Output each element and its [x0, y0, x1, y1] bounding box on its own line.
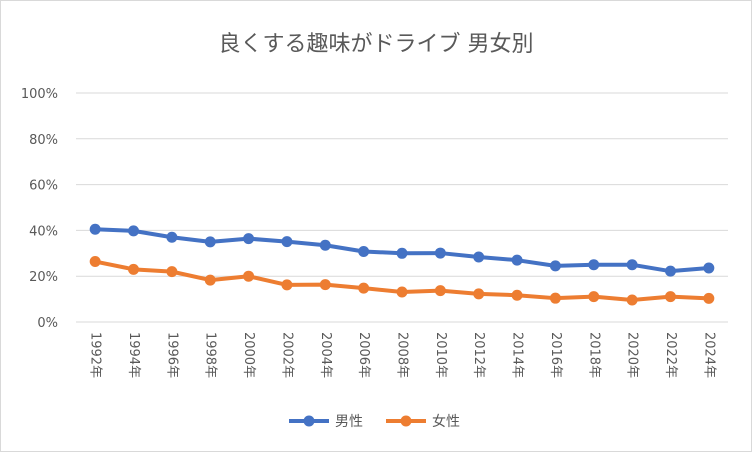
- x-tick-label: 1996年: [164, 332, 179, 378]
- data-point: [281, 236, 293, 248]
- y-tick-label: 100%: [21, 87, 58, 102]
- legend: 男性 女性: [289, 413, 460, 430]
- x-tick-label: 2024年: [701, 332, 716, 378]
- data-point: [703, 262, 715, 274]
- x-tick-label: 2006年: [356, 332, 371, 378]
- data-point: [511, 289, 523, 301]
- data-point: [664, 265, 676, 277]
- x-tick-label: 1992年: [88, 332, 103, 378]
- x-tick-label: 2000年: [241, 332, 256, 378]
- y-tick-label: 40%: [29, 224, 58, 239]
- data-point: [166, 231, 178, 243]
- data-point: [89, 223, 101, 235]
- data-point: [511, 254, 523, 266]
- data-point: [281, 279, 293, 291]
- legend-label: 女性: [432, 413, 460, 430]
- data-point: [588, 259, 600, 271]
- x-tick-label: 2020年: [625, 332, 640, 378]
- y-axis-ticks: 0% 20% 40% 60% 80% 100%: [21, 87, 58, 331]
- x-tick-label: 2002年: [279, 332, 294, 378]
- data-point: [473, 288, 485, 300]
- chart-title: 良くする趣味がドライブ 男女別: [219, 32, 534, 57]
- x-tick-label: 2004年: [318, 332, 333, 378]
- data-point: [549, 260, 561, 272]
- data-point: [319, 239, 331, 251]
- data-point: [664, 291, 676, 303]
- data-point: [204, 274, 216, 286]
- data-point: [626, 259, 638, 271]
- legend-entry: 女性: [386, 413, 460, 430]
- data-point: [358, 282, 370, 294]
- data-point: [549, 292, 561, 304]
- x-tick-label: 2012年: [471, 332, 486, 378]
- x-tick-label: 1998年: [203, 332, 218, 378]
- x-tick-label: 2016年: [548, 332, 563, 378]
- y-tick-label: 80%: [29, 133, 58, 148]
- data-point: [358, 245, 370, 257]
- data-point: [396, 247, 408, 259]
- data-point: [434, 285, 446, 297]
- data-point: [128, 225, 140, 237]
- y-tick-label: 0%: [37, 316, 58, 331]
- data-point: [319, 279, 331, 291]
- series-layer: [89, 223, 715, 306]
- data-point: [243, 270, 255, 282]
- legend-label: 男性: [335, 414, 363, 430]
- data-point: [128, 263, 140, 275]
- legend-entry: 男性: [289, 414, 363, 430]
- y-tick-label: 20%: [29, 270, 58, 285]
- data-point: [89, 256, 101, 268]
- y-tick-label: 60%: [29, 179, 58, 194]
- data-point: [473, 251, 485, 263]
- x-tick-label: 2014年: [510, 332, 525, 378]
- x-tick-label: 2008年: [395, 332, 410, 378]
- data-point: [243, 233, 255, 245]
- x-tick-label: 1994年: [126, 332, 141, 378]
- data-point: [166, 266, 178, 278]
- data-point: [204, 236, 216, 248]
- data-point: [434, 247, 446, 259]
- data-point: [626, 294, 638, 306]
- data-point: [703, 292, 715, 304]
- legend-swatch-marker: [303, 415, 315, 427]
- x-tick-label: 2022年: [663, 332, 678, 378]
- x-tick-label: 2018年: [586, 332, 601, 378]
- x-tick-label: 2010年: [433, 332, 448, 378]
- data-point: [588, 291, 600, 303]
- legend-swatch-marker: [400, 415, 412, 427]
- x-axis-ticks: 1992年 1994年 1996年 1998年 2000年 2002年 2004年 2006年…: [88, 332, 717, 378]
- data-point: [396, 286, 408, 298]
